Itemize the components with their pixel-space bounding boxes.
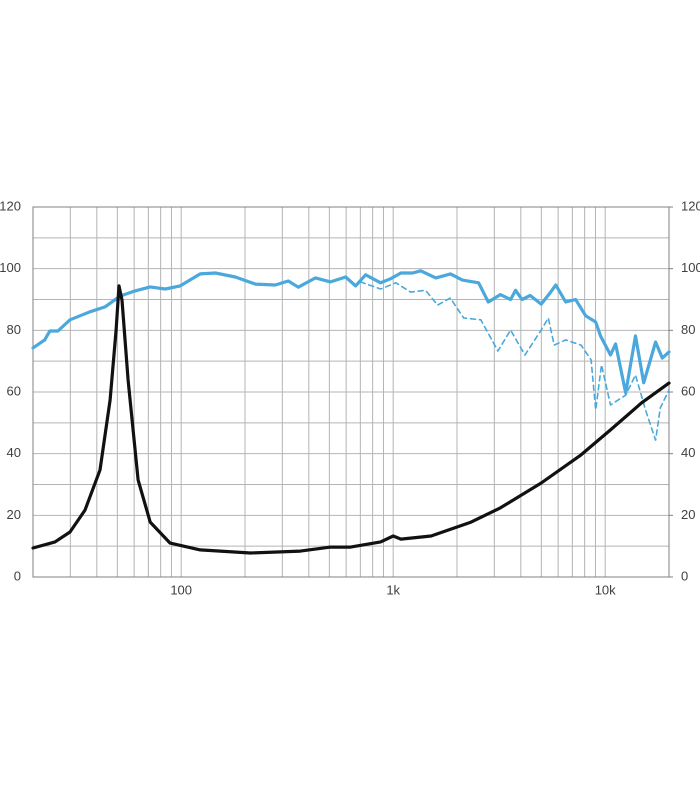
y2-tick-label: 0 [681,568,688,583]
y-tick-label: 40 [7,445,21,460]
y2-tick-label: 40 [681,445,695,460]
y2-tick-label: 100 [681,260,700,275]
series-line [31,284,671,555]
y-tick-label: 0 [14,568,21,583]
x-tick-label: 10k [595,582,616,597]
y2-tick-label: 60 [681,383,695,398]
series-line [359,281,670,441]
y-tick-label: 100 [0,260,21,275]
plot-frame [32,206,670,578]
x-tick-label: 1k [386,582,400,597]
y-tick-label: 20 [7,507,21,522]
y-tick-label: 60 [7,383,21,398]
x-tick-label: 100 [170,582,192,597]
y2-tick-label: 120 [681,198,700,213]
y2-tick-label: 80 [681,322,695,337]
series-line [31,269,671,395]
y-tick-label: 120 [0,198,21,213]
y2-tick-label: 20 [681,507,695,522]
y-tick-label: 80 [7,322,21,337]
